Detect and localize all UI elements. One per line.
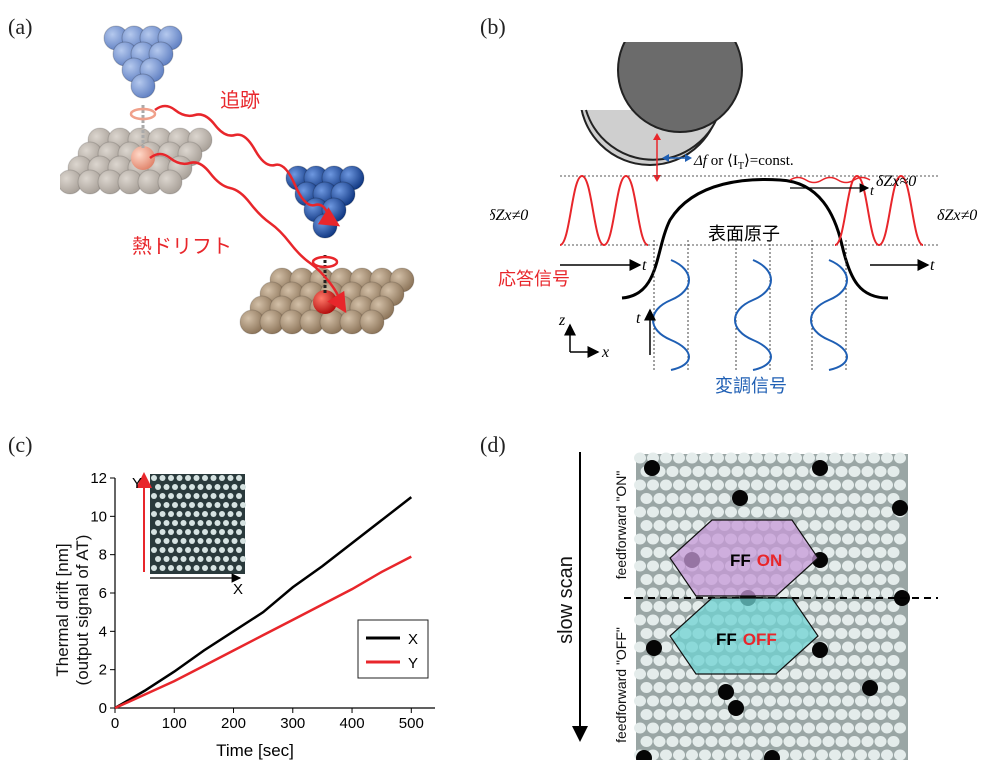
- ff-on-side-label: feedforward "ON": [613, 471, 629, 580]
- series-y-line: [114, 555, 412, 710]
- ff-off-text: OFF: [743, 630, 777, 649]
- svg-text:x: x: [601, 344, 609, 361]
- right-response-wave: [834, 174, 924, 247]
- y-tick-label: 4: [99, 623, 107, 640]
- x-axis-label: Time [sec]: [216, 741, 294, 760]
- y-tick-label: 10: [90, 508, 107, 525]
- dz-right: δZx≠0: [937, 207, 977, 224]
- panel-c-label: (c): [8, 432, 33, 457]
- inset-afm-image: Y X: [132, 472, 246, 598]
- series-x-line: [114, 496, 413, 710]
- tracking-arrow: [154, 104, 341, 227]
- modulation-signal-label: 変調信号: [715, 376, 787, 397]
- x-tick-label: 500: [399, 715, 424, 732]
- panel-a-label: (a): [8, 14, 33, 39]
- dark-surface-atoms: [239, 267, 415, 335]
- surface-atom-profile: [621, 177, 889, 300]
- x-tick-label: 300: [280, 715, 305, 732]
- svg-text:Δf or ⟨IT⟩=const.: Δf or ⟨IT⟩=const.: [693, 153, 794, 172]
- panel-b-label: (b): [480, 14, 506, 39]
- y-axis-label-1: Thermal drift [nm]: [53, 543, 72, 676]
- dark-tip-atoms: [285, 165, 365, 239]
- tracking-label: 追跡: [220, 88, 260, 112]
- x-tick-label: 100: [162, 715, 187, 732]
- svg-text:t: t: [870, 184, 875, 199]
- panel-d-label: (d): [480, 432, 506, 457]
- legend-x: X: [408, 631, 418, 648]
- svg-text:t: t: [636, 310, 641, 327]
- svg-text:t: t: [642, 257, 647, 274]
- y-tick-label: 8: [99, 547, 107, 564]
- svg-text:t: t: [930, 257, 935, 274]
- inset-y-label: Y: [132, 475, 142, 492]
- legend: X Y: [357, 619, 429, 679]
- ff-on-text: ON: [757, 551, 783, 570]
- dz-approx: δZx≈0: [876, 173, 916, 190]
- y-tick-label: 12: [90, 470, 107, 487]
- y-tick-label: 0: [99, 700, 107, 717]
- panel-b-diagram: Δf or ⟨IT⟩=const. 表面原子 t δZx≠0 応答信号 t δZ…: [490, 40, 977, 397]
- response-signal-label: 応答信号: [498, 269, 570, 290]
- svg-text:z: z: [558, 312, 566, 329]
- delta-f: Δf: [693, 153, 709, 169]
- thermal-drift-label: 熱ドリフト: [132, 234, 232, 258]
- ff-on-prefix: FF: [730, 551, 751, 570]
- ff-off-prefix: FF: [716, 630, 737, 649]
- left-response-wave: [559, 174, 649, 247]
- panel-a-illustration: 追跡 熱ドリフト: [60, 25, 415, 335]
- legend-y: Y: [408, 655, 418, 672]
- ff-off-side-label: feedforward "OFF": [613, 627, 629, 743]
- x-tick-label: 400: [340, 715, 365, 732]
- light-tip-atoms: [103, 25, 183, 99]
- drift-chart: Thermal drift [nm] (output signal of AT)…: [53, 470, 435, 760]
- light-surface-atoms: [60, 127, 213, 195]
- y-tick-label: 2: [99, 662, 107, 679]
- slow-scan-label: slow scan: [555, 556, 577, 644]
- modulation-waves: [652, 259, 848, 371]
- surface-atom-label: 表面原子: [708, 224, 780, 245]
- inset-x-label: X: [233, 581, 243, 598]
- y-tick-label: 6: [99, 585, 107, 602]
- drift-arrow: [149, 152, 347, 314]
- dz-left: δZx≠0: [490, 207, 528, 224]
- x-tick-label: 0: [111, 715, 119, 732]
- y-axis-label-2: (output signal of AT): [73, 535, 92, 686]
- x-tick-label: 200: [221, 715, 246, 732]
- panel-d-image: slow scan feedforward "ON" feedforward "…: [555, 452, 938, 760]
